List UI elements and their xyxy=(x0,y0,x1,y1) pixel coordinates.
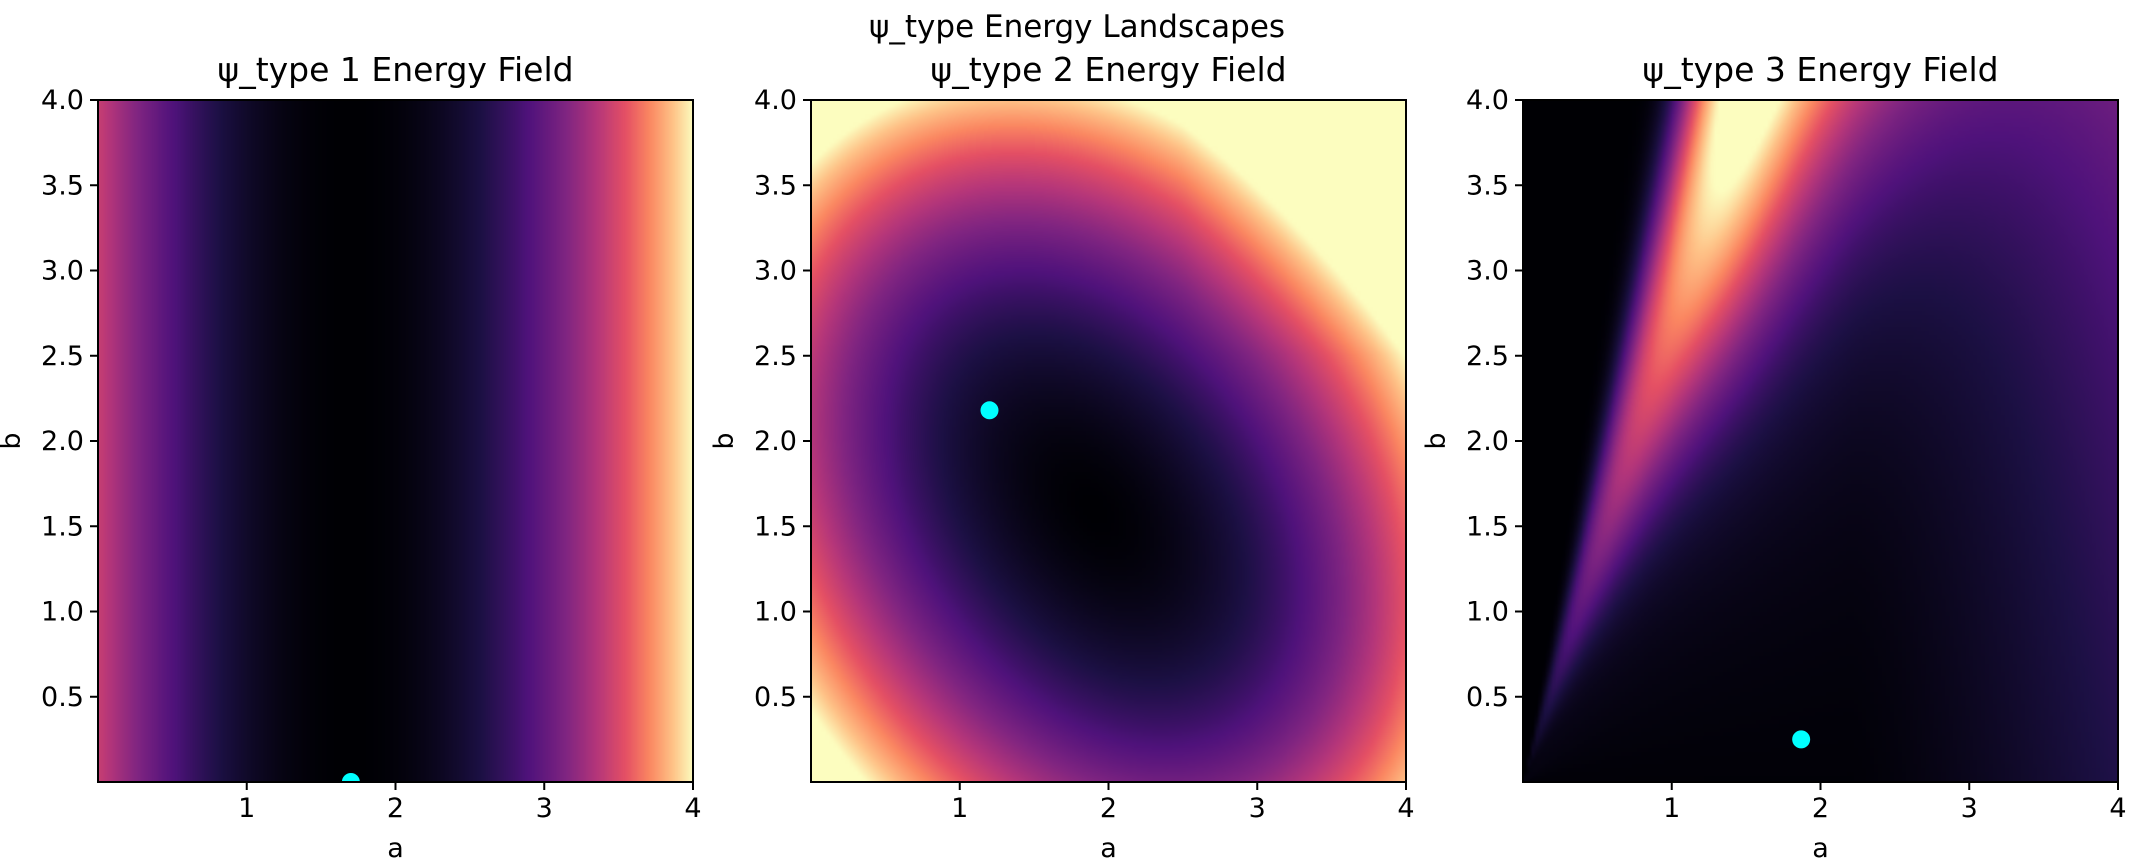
y-tick-label: 3.5 xyxy=(1466,170,1509,201)
panel-2: 1 2 3 4 0.5 1.0 1.5 2.0 2.5 3.0 3.5 4.0 ψ_type 2 Ene… xyxy=(709,50,1415,864)
y-tick-label: 1.5 xyxy=(41,511,84,542)
panel-title-2: ψ_type 2 Energy Field xyxy=(930,50,1286,89)
heatmap-3 xyxy=(1523,100,2118,782)
y-tick-label: 4.0 xyxy=(1466,85,1509,116)
x-tick-label: 1 xyxy=(951,793,968,824)
x-tick-label: 2 xyxy=(1812,793,1829,824)
y-tick-label: 1.5 xyxy=(754,511,797,542)
y-tick-label: 2.0 xyxy=(754,426,797,457)
panels: 1 2 3 4 0.5 1.0 1.5 2.0 2.5 3.0 3.5 4.0 ψ_type 1 Ene… xyxy=(0,50,2127,864)
heatmap-2 xyxy=(811,100,1406,782)
x-axis-label-3: a xyxy=(1812,833,1829,864)
panel-1: 1 2 3 4 0.5 1.0 1.5 2.0 2.5 3.0 3.5 4.0 ψ_type 1 Ene… xyxy=(0,50,702,864)
y-tick-label: 2.5 xyxy=(754,341,797,372)
y-tick-label: 1.0 xyxy=(1466,597,1509,628)
x-tick-label: 3 xyxy=(1249,793,1266,824)
y-axis-label-1: b xyxy=(0,432,27,449)
y-tick-label: 0.5 xyxy=(41,682,84,713)
y-tick-label: 2.5 xyxy=(41,341,84,372)
y-tick-label: 4.0 xyxy=(41,85,84,116)
y-tick-label: 4.0 xyxy=(754,85,797,116)
x-tick-label: 4 xyxy=(2109,793,2126,824)
x-tick-label: 3 xyxy=(536,793,553,824)
minimum-marker-2 xyxy=(980,401,999,420)
minimum-marker-3 xyxy=(1792,730,1811,749)
panel-title-3: ψ_type 3 Energy Field xyxy=(1642,50,1998,89)
y-tick-label: 3.0 xyxy=(41,256,84,287)
x-tick-label: 1 xyxy=(1663,793,1680,824)
x-tick-label: 3 xyxy=(1961,793,1978,824)
y-tick-label: 1.0 xyxy=(41,597,84,628)
panel-title-1: ψ_type 1 Energy Field xyxy=(217,50,573,89)
x-axis-label-2: a xyxy=(1100,833,1117,864)
y-tick-label: 3.5 xyxy=(41,170,84,201)
y-tick-label: 3.0 xyxy=(754,256,797,287)
y-tick-label: 2.5 xyxy=(1466,341,1509,372)
y-tick-label: 1.5 xyxy=(1466,511,1509,542)
y-tick-label: 2.0 xyxy=(41,426,84,457)
minimum-marker-1 xyxy=(341,773,360,782)
y-tick-label: 3.5 xyxy=(754,170,797,201)
figure-suptitle: ψ_type Energy Landscapes xyxy=(869,9,1285,45)
y-axis-label-3: b xyxy=(1421,432,1452,449)
y-tick-label: 0.5 xyxy=(754,682,797,713)
x-tick-label: 4 xyxy=(684,793,701,824)
y-tick-label: 2.0 xyxy=(1466,426,1509,457)
x-tick-label: 4 xyxy=(1397,793,1414,824)
x-axis-label-1: a xyxy=(387,833,404,864)
x-tick-label: 1 xyxy=(238,793,255,824)
y-axis-label-2: b xyxy=(709,432,740,449)
panel-3: 1 2 3 4 0.5 1.0 1.5 2.0 2.5 3.0 3.5 4.0 ψ_type 3 Ene… xyxy=(1421,50,2127,864)
heatmap-1 xyxy=(98,100,693,782)
y-tick-label: 3.0 xyxy=(1466,256,1509,287)
y-tick-label: 0.5 xyxy=(1466,682,1509,713)
x-tick-label: 2 xyxy=(387,793,404,824)
y-tick-label: 1.0 xyxy=(754,597,797,628)
x-tick-label: 2 xyxy=(1100,793,1117,824)
